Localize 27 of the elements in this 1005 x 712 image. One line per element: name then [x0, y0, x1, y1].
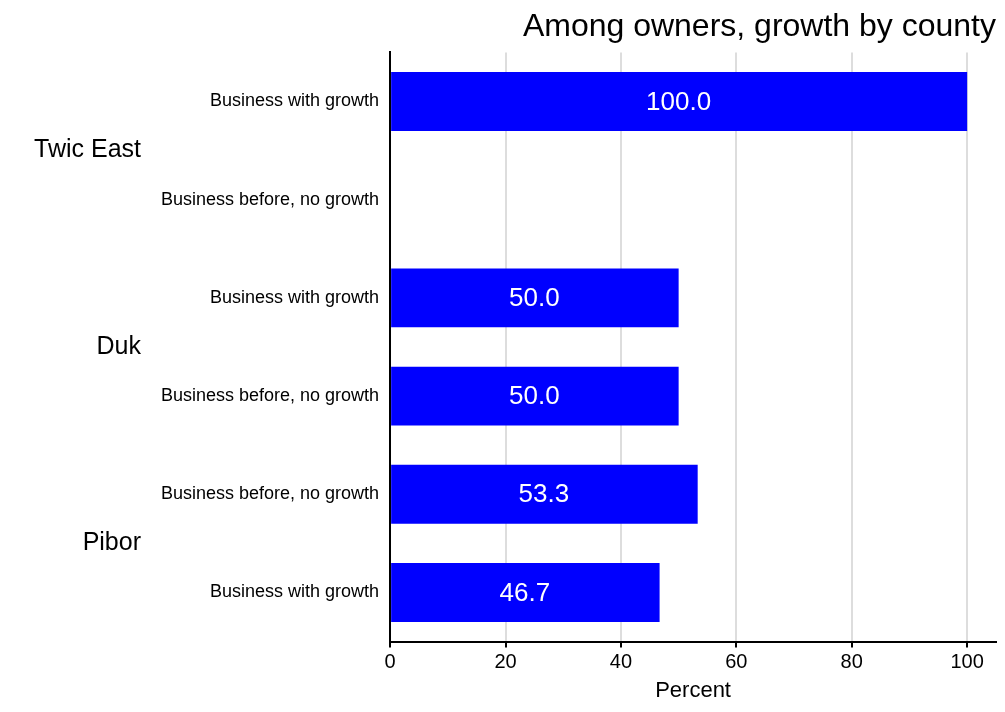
x-tick-label: 0 [384, 650, 396, 673]
bar [391, 72, 968, 131]
bar [391, 366, 679, 426]
data-label: 46.7 [499, 576, 551, 607]
x-tick-label: 40 [609, 650, 633, 673]
text: Twic East [34, 134, 142, 163]
x-tick-label: 80 [840, 650, 863, 673]
y-tick-label: Business with growth [210, 90, 380, 111]
x-axis-title: Percent [655, 676, 731, 702]
text: Duk [96, 330, 142, 359]
x-tick-label: 60 [725, 650, 748, 673]
data-label: 100.0 [646, 85, 712, 116]
y-tick-label: Business before, no growth [160, 188, 380, 209]
text: Pibor [82, 527, 141, 556]
x-tick-label: 20 [494, 650, 517, 673]
bar [391, 563, 660, 622]
x-tick-label: 100 [950, 650, 984, 673]
bar [391, 268, 679, 328]
bar [391, 464, 698, 524]
y-tick-label: Business with growth [210, 286, 380, 307]
y-tick-label: Business before, no growth [160, 483, 380, 504]
y-tick-label: Business before, no growth [160, 385, 380, 406]
data-label: 50.0 [509, 380, 560, 411]
chart-title: Among owners, growth by county [522, 7, 996, 44]
data-label: 53.3 [518, 478, 570, 509]
y-tick-label: Business with growth [210, 581, 380, 602]
data-label: 50.0 [509, 282, 560, 313]
